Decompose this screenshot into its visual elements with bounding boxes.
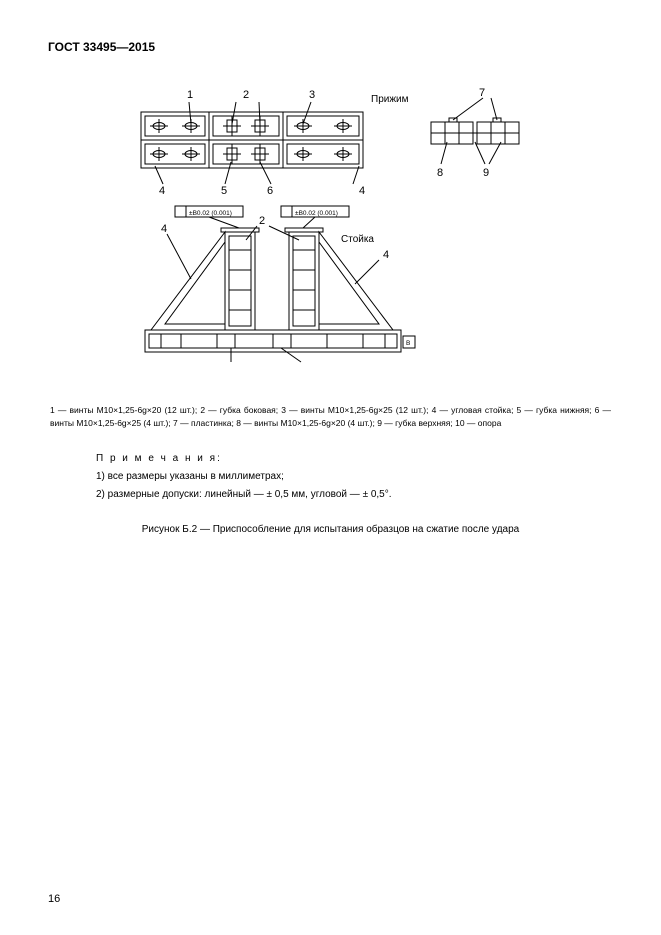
legend: 1 — винты М10×1,25-6g×20 (12 шт.); 2 — г…	[48, 404, 613, 430]
notes-block: П р и м е ч а н и я: 1) все размеры указ…	[96, 450, 613, 504]
callout-5b: 5	[227, 363, 233, 364]
doc-header: ГОСТ 33495—2015	[48, 40, 613, 54]
callout-2b: 2	[259, 215, 265, 227]
page-number: 16	[48, 893, 60, 905]
label-stand: Стойка	[341, 234, 374, 245]
callout-7: 7	[479, 87, 485, 99]
callout-1: 1	[187, 89, 193, 101]
datum-b: В	[406, 340, 410, 347]
callout-2: 2	[243, 89, 249, 101]
diagram-svg: 1 2 3 Прижим 7 8 9 4 5 6 4 ±В0.02 (0.001…	[131, 84, 531, 364]
figure-caption: Рисунок Б.2 — Приспособление для испытан…	[48, 524, 613, 535]
callout-4b: 4	[359, 185, 365, 197]
callout-4c: 4	[161, 223, 167, 235]
notes-heading: П р и м е ч а н и я:	[96, 450, 613, 468]
engineering-diagram: 1 2 3 Прижим 7 8 9 4 5 6 4 ±В0.02 (0.001…	[131, 84, 531, 364]
callout-8: 8	[437, 167, 443, 179]
callout-4d: 4	[383, 249, 389, 261]
note-1: 1) все размеры указаны в миллиметрах;	[96, 468, 613, 486]
callout-4a: 4	[159, 185, 165, 197]
label-clamp: Прижим	[371, 94, 409, 105]
callout-6: 6	[267, 185, 273, 197]
note-2: 2) размерные допуски: линейный — ± 0,5 м…	[96, 486, 613, 504]
callout-9: 9	[483, 167, 489, 179]
callout-3: 3	[309, 89, 315, 101]
tolerance-2: ±В0.02 (0.001)	[295, 210, 338, 217]
callout-10: 10	[295, 363, 307, 364]
tolerance-1: ±В0.02 (0.001)	[189, 210, 232, 217]
callout-5a: 5	[221, 185, 227, 197]
